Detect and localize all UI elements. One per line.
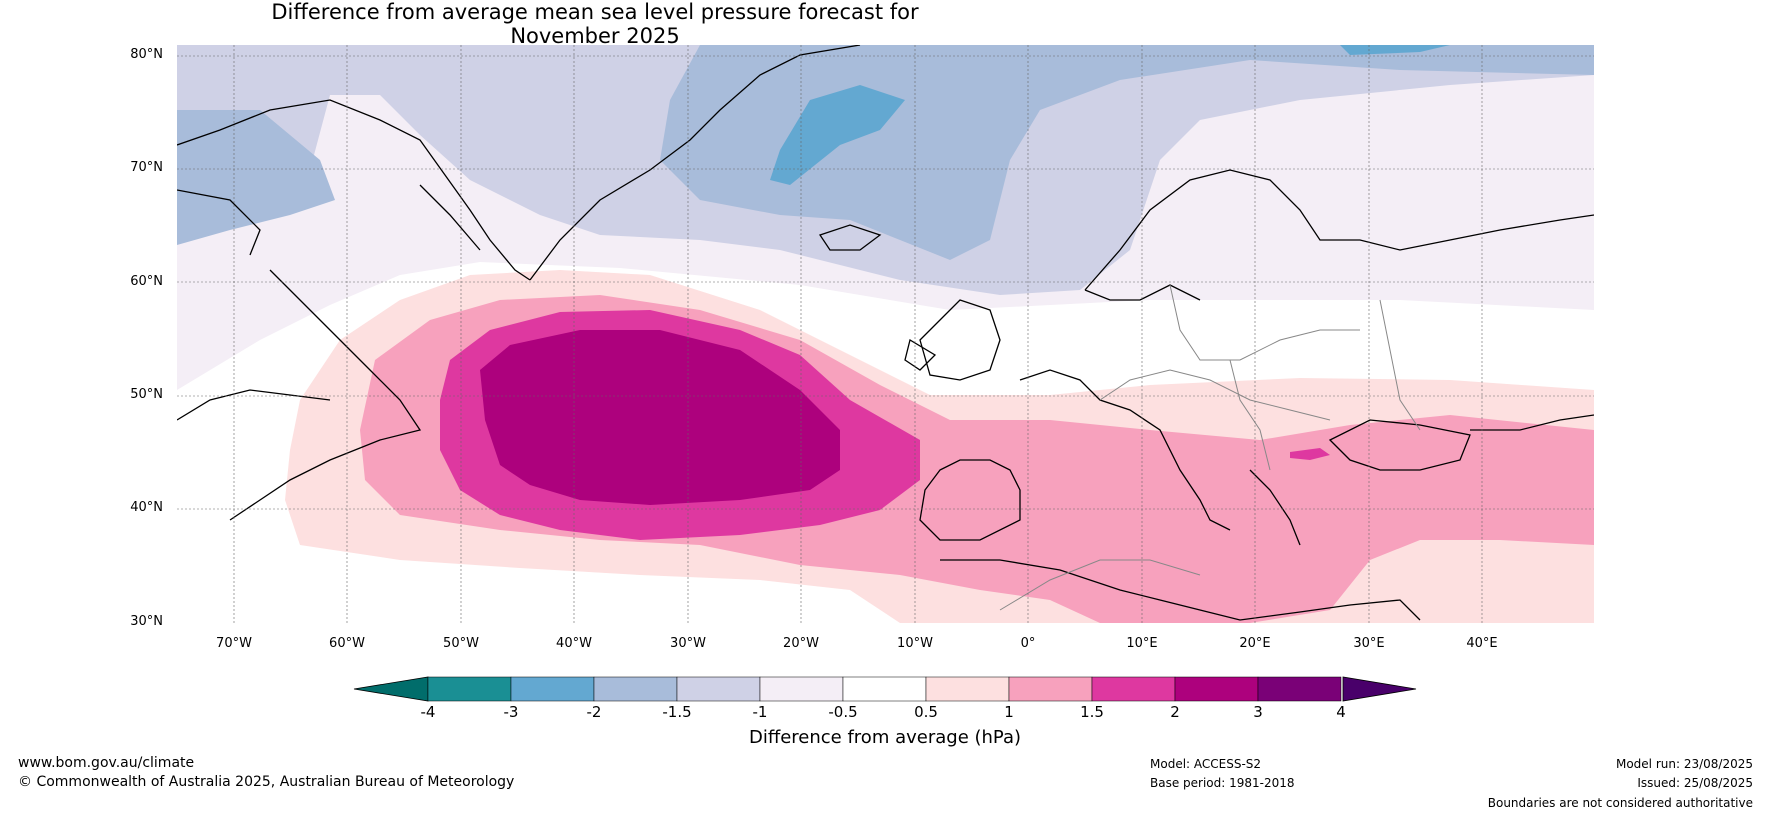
- footer-url[interactable]: www.bom.gov.au/climate: [18, 755, 195, 771]
- lat-label: 70°N: [130, 160, 163, 175]
- borders: [999, 284, 1421, 611]
- colorbar-segment: [510, 676, 595, 702]
- colorbar-tick: 1: [1004, 703, 1014, 721]
- colorbar-segment: [593, 676, 678, 702]
- lon-label: 40°E: [1466, 636, 1498, 651]
- contour-pos-2: [480, 330, 840, 505]
- contour-neg-1-5-west: [177, 110, 335, 245]
- lon-label: 40°W: [556, 636, 592, 651]
- footer-issued: Issued: 25/08/2025: [1637, 776, 1753, 790]
- map-field: [177, 45, 1594, 623]
- lat-label: 30°N: [130, 614, 163, 629]
- colorbar-tick: -4: [420, 703, 436, 721]
- lon-label: 20°W: [783, 636, 819, 651]
- graticule: [177, 45, 1594, 623]
- colorbar-tick: -1: [752, 703, 768, 721]
- lon-label: 20°E: [1239, 636, 1271, 651]
- lon-label: 50°W: [443, 636, 479, 651]
- colorbar-segment: [676, 676, 761, 702]
- colorbar-tick: -1.5: [662, 703, 692, 721]
- lon-label: 30°W: [670, 636, 706, 651]
- colorbar-segment: [842, 676, 927, 702]
- contour-pos-1-5-small: [1290, 448, 1330, 460]
- lat-label: 80°N: [130, 47, 163, 62]
- colorbar-under-arrow: [353, 676, 429, 702]
- lon-label: 60°W: [329, 636, 365, 651]
- footer-disclaimer: Boundaries are not considered authoritat…: [1487, 796, 1753, 810]
- colorbar-segment: [925, 676, 1010, 702]
- lon-label: 30°E: [1353, 636, 1385, 651]
- lon-label: 10°E: [1126, 636, 1158, 651]
- footer-base-period: Base period: 1981-2018: [1150, 776, 1295, 790]
- lat-label: 60°N: [130, 274, 163, 289]
- lon-label: 10°W: [897, 636, 933, 651]
- colorbar-tick: 3: [1253, 703, 1263, 721]
- colorbar-segment: [1174, 676, 1259, 702]
- lat-label: 40°N: [130, 500, 163, 515]
- colorbar-tick: 2: [1170, 703, 1180, 721]
- colorbar-label: Difference from average (hPa): [748, 727, 1022, 748]
- colorbar-segment: [1008, 676, 1093, 702]
- lat-label: 50°N: [130, 387, 163, 402]
- colorbar-segment: [427, 676, 512, 702]
- footer-model-run: Model run: 23/08/2025: [1615, 757, 1753, 771]
- lon-label: 70°W: [216, 636, 252, 651]
- colorbar: [353, 676, 1417, 702]
- map-title: Difference from average mean sea level p…: [0, 0, 1190, 48]
- colorbar-tick: 4: [1336, 703, 1346, 721]
- colorbar-segment: [759, 676, 844, 702]
- title-line-1: Difference from average mean sea level p…: [271, 0, 919, 24]
- colorbar-segment: [1091, 676, 1176, 702]
- colorbar-segment: [1257, 676, 1342, 702]
- colorbar-tick: 1.5: [1080, 703, 1104, 721]
- lon-label: 0°: [1020, 636, 1036, 651]
- coastlines: [177, 45, 1594, 621]
- colorbar-tick: 0.5: [914, 703, 938, 721]
- colorbar-tick: -3: [503, 703, 519, 721]
- contour-neg-2: [770, 85, 905, 185]
- footer-model: Model: ACCESS-S2: [1150, 757, 1262, 771]
- footer-copyright: © Commonwealth of Australia 2025, Austra…: [18, 774, 515, 790]
- colorbar-tick: -2: [586, 703, 602, 721]
- title-line-2: November 2025: [510, 24, 680, 48]
- contour-neg-2-top: [1340, 45, 1450, 55]
- colorbar-over-arrow: [1342, 676, 1417, 702]
- colorbar-tick: -0.5: [828, 703, 858, 721]
